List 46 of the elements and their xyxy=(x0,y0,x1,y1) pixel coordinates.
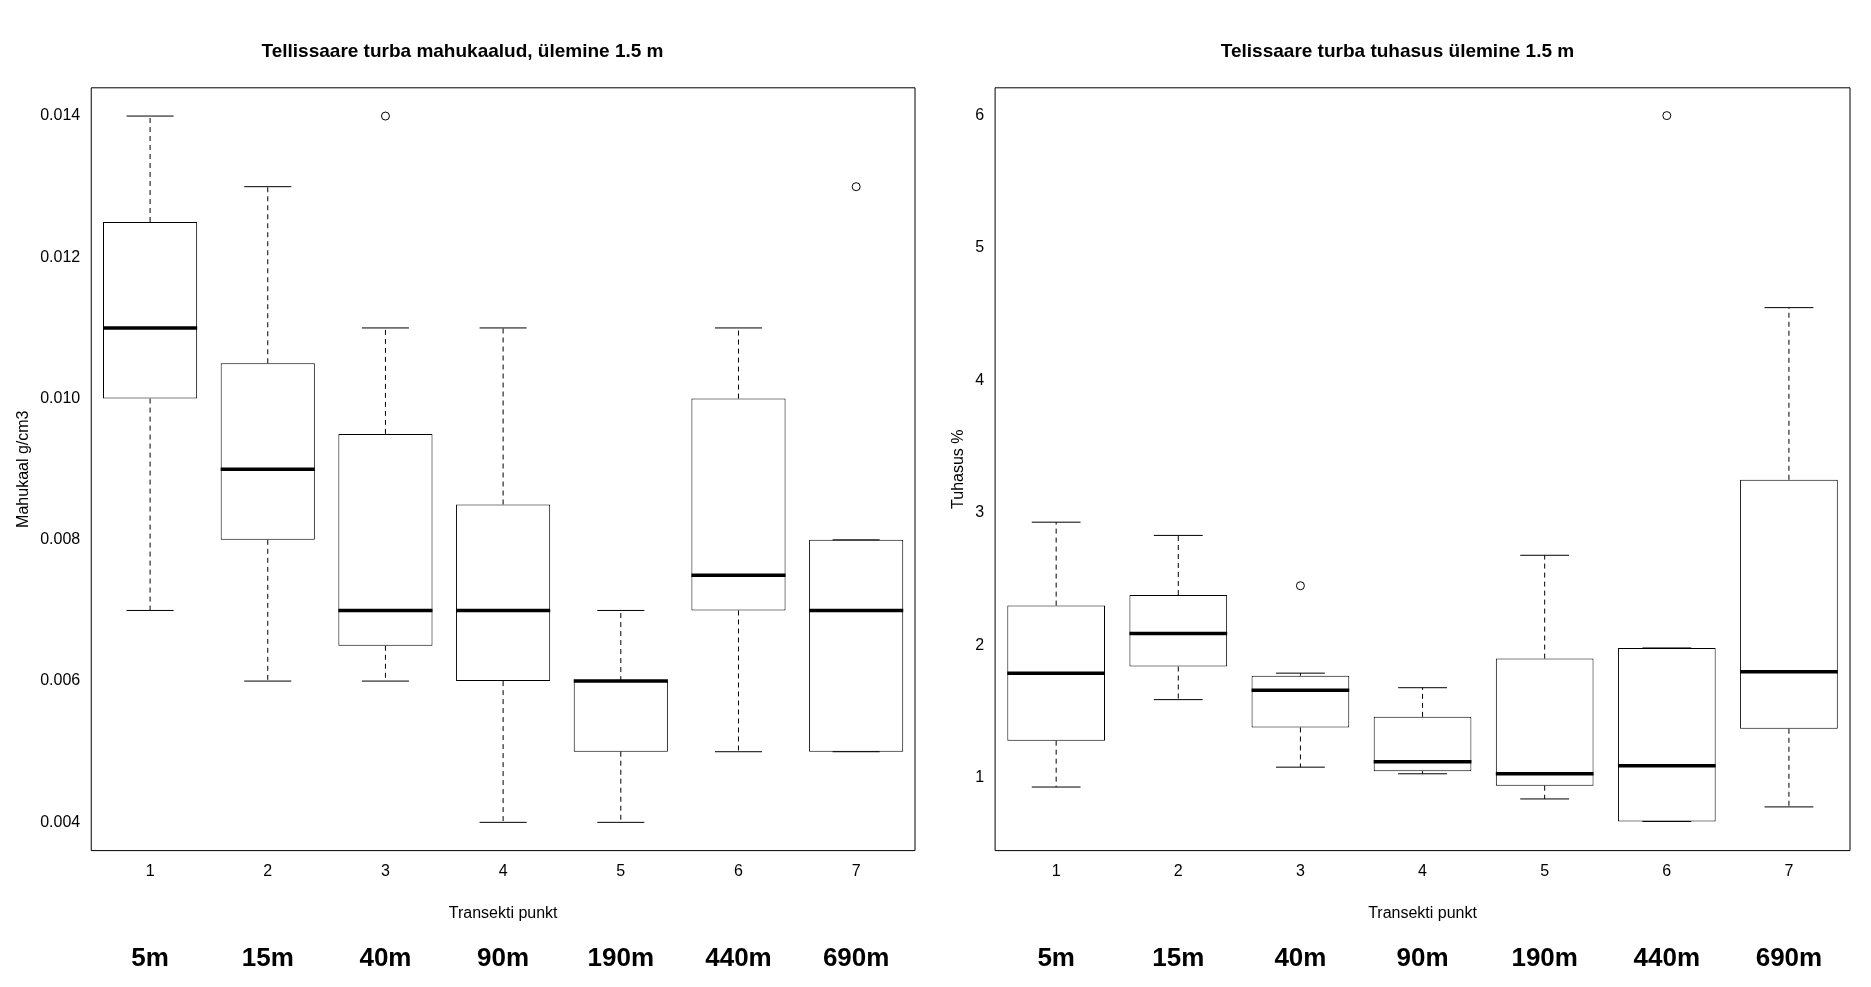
x-tick-label: 4 xyxy=(1418,861,1428,879)
text: 40m xyxy=(359,942,412,973)
x-tick-label: 4 xyxy=(498,861,508,879)
y-tick-label: 4 xyxy=(975,370,985,388)
y-tick-label: 0.008 xyxy=(40,530,81,548)
x-axis-title: Transekti punkt xyxy=(448,903,559,921)
x-tick-label: 6 xyxy=(1662,861,1672,879)
y-tick-label: 6 xyxy=(975,106,985,124)
x-tick-label: 3 xyxy=(1295,861,1305,879)
y-tick-label: 0.010 xyxy=(40,388,81,406)
y-tick-label: 0.012 xyxy=(40,247,81,265)
y-tick-label: 1 xyxy=(975,768,985,786)
y-tick-label: 0.004 xyxy=(40,812,81,830)
text: 190m xyxy=(587,942,655,973)
x-tick-label: 6 xyxy=(734,861,744,879)
x-tick-label: 2 xyxy=(263,861,273,879)
text: 90m xyxy=(477,942,530,973)
x-tick-label: 7 xyxy=(851,861,861,879)
text: 440m xyxy=(705,942,772,973)
x-axis-title: Transekti punkt xyxy=(1368,903,1478,921)
x-tick-label: 5 xyxy=(616,861,626,879)
x-tick-label: 1 xyxy=(1051,861,1061,879)
x-tick-label: 7 xyxy=(1784,861,1794,879)
x-tick-label: 2 xyxy=(1173,861,1183,879)
x-tick-label: 5 xyxy=(1540,861,1550,879)
text: 690m xyxy=(1755,942,1823,973)
x-tick-label: 1 xyxy=(145,861,155,879)
y-tick-label: 0.006 xyxy=(40,671,81,689)
text: 15m xyxy=(1152,942,1205,973)
y-tick-label: 5 xyxy=(975,238,985,256)
text: 40m xyxy=(1274,942,1327,973)
text: 90m xyxy=(1396,942,1449,973)
y-tick-label: 2 xyxy=(975,635,985,653)
chart-title: Telissaare turba tuhasus ülemine 1.5 m xyxy=(1220,39,1575,61)
text: 5m xyxy=(1037,942,1075,973)
y-tick-label: 3 xyxy=(975,503,985,521)
text: 190m xyxy=(1511,942,1578,973)
text: 5m xyxy=(131,942,169,973)
y-tick-label: 0.014 xyxy=(40,106,81,124)
x-tick-label: 3 xyxy=(380,861,390,879)
text: 440m xyxy=(1633,942,1701,973)
text: 690m xyxy=(822,942,890,973)
chart-title: Tellissaare turba mahukaalud, ülemine 1.5 m xyxy=(261,39,664,61)
y-axis-title: Tuhasus % xyxy=(949,429,967,509)
y-axis-title: Mahukaal g/cm3 xyxy=(14,410,32,528)
text: 15m xyxy=(241,942,294,973)
